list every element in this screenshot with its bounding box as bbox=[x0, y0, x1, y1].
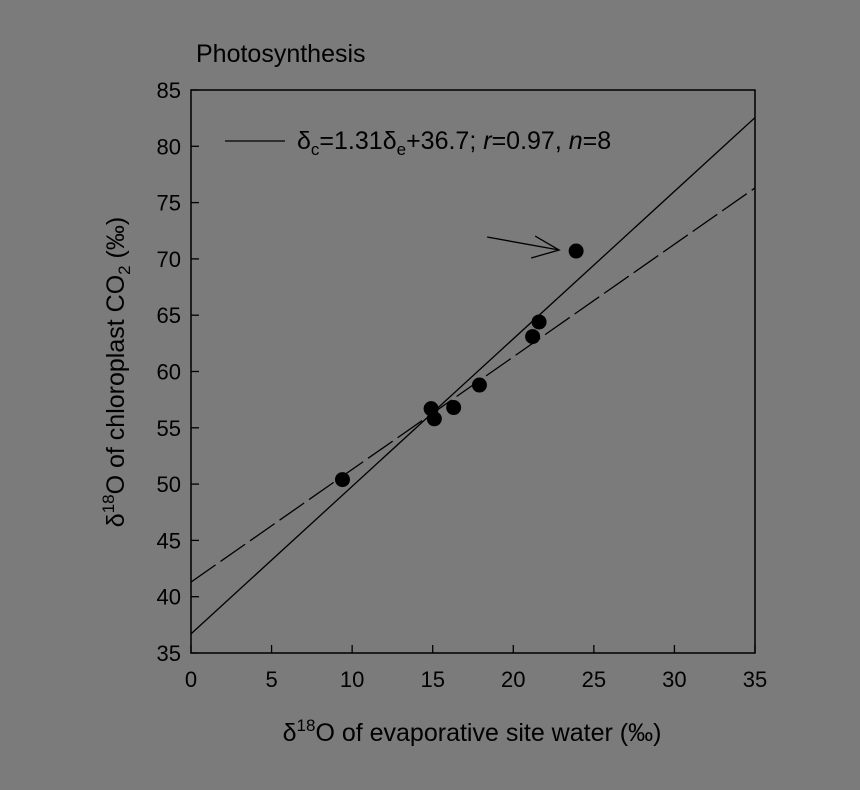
y-tick-label: 70 bbox=[157, 247, 181, 272]
legend: δc=1.31δe+36.7; r=0.97, n=8 bbox=[225, 127, 611, 159]
data-point bbox=[471, 377, 487, 393]
annotation-arrow bbox=[487, 236, 560, 251]
y-tick-label: 45 bbox=[157, 528, 181, 553]
x-tick-label: 25 bbox=[582, 667, 606, 692]
plot-frame bbox=[190, 89, 756, 654]
x-tick-label: 35 bbox=[743, 667, 767, 692]
y-tick-label: 55 bbox=[157, 416, 181, 441]
data-point bbox=[334, 472, 350, 488]
y-tick-label: 75 bbox=[157, 191, 181, 216]
x-tick-label: 10 bbox=[340, 667, 364, 692]
y-tick-label: 50 bbox=[157, 472, 181, 497]
x-tick-label: 15 bbox=[420, 667, 444, 692]
data-point bbox=[568, 243, 584, 259]
x-tick-label: 0 bbox=[185, 667, 197, 692]
chart-title: Photosynthesis bbox=[196, 40, 366, 68]
y-axis-label: δ18O of chloroplast CO2 (‰) bbox=[99, 217, 134, 527]
annotation-arrowhead bbox=[530, 235, 561, 259]
x-tick-label: 20 bbox=[501, 667, 525, 692]
y-tick-label: 40 bbox=[157, 585, 181, 610]
legend-entry: δc=1.31δe+36.7; r=0.97, n=8 bbox=[297, 127, 611, 159]
data-point bbox=[446, 400, 462, 416]
x-tick-label: 5 bbox=[265, 667, 277, 692]
x-axis-label: δ18O of evaporative site water (‰) bbox=[283, 716, 662, 747]
data-point bbox=[531, 314, 547, 330]
y-tick-label: 80 bbox=[157, 134, 181, 159]
x-tick-label: 30 bbox=[662, 667, 686, 692]
fit-line-solid bbox=[190, 117, 756, 635]
y-tick-label: 60 bbox=[157, 360, 181, 385]
data-point bbox=[426, 411, 442, 427]
y-tick-label: 35 bbox=[157, 641, 181, 666]
y-tick-label: 65 bbox=[157, 303, 181, 328]
y-tick-label: 85 bbox=[157, 78, 181, 103]
data-point bbox=[525, 329, 541, 345]
